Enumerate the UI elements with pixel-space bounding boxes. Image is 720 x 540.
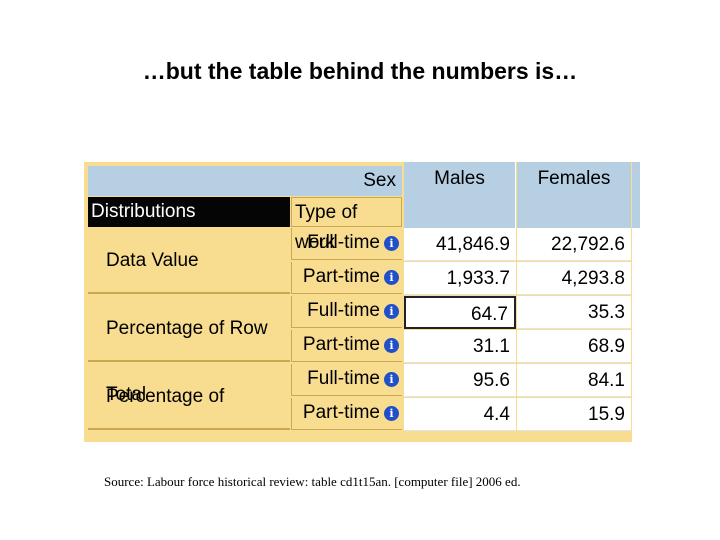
table-cell[interactable]: 22,792.6 xyxy=(517,228,631,261)
header-sex: Sex xyxy=(88,166,402,196)
info-icon[interactable]: i xyxy=(384,372,399,387)
table-cell[interactable]: 84.1 xyxy=(517,364,631,397)
row-type-label: Full-time i xyxy=(291,228,402,260)
table-cell-selected[interactable]: 64.7 xyxy=(404,296,516,329)
table-screenshot: Sex Distributions Type of work Males Fem… xyxy=(84,162,640,442)
info-icon[interactable]: i xyxy=(384,406,399,421)
column-header-females[interactable]: Females xyxy=(517,162,631,228)
info-icon[interactable]: i xyxy=(384,304,399,319)
row-type-label: Part-time i xyxy=(291,262,402,294)
info-icon[interactable]: i xyxy=(384,338,399,353)
source-citation: Source: Labour force historical review: … xyxy=(104,474,521,489)
table-cell[interactable]: 15.9 xyxy=(517,398,631,431)
table-cell[interactable]: 31.1 xyxy=(404,330,516,363)
table-cell[interactable]: 1,933.7 xyxy=(404,262,516,295)
slide-title: …but the table behind the numbers is… xyxy=(142,58,578,84)
info-icon[interactable]: i xyxy=(384,270,399,285)
row-type-label: Full-time i xyxy=(291,296,402,328)
column-header-males[interactable]: Males xyxy=(404,162,516,228)
header-distributions[interactable]: Distributions xyxy=(88,197,290,227)
row-type-label: Part-time i xyxy=(291,398,402,430)
table-cell[interactable]: 41,846.9 xyxy=(404,228,516,261)
group-label: Data Value xyxy=(88,228,290,294)
table-edge xyxy=(632,228,640,442)
table-cell[interactable]: 68.9 xyxy=(517,330,631,363)
group-label: Percentage of Column Total xyxy=(88,364,290,430)
table-cell[interactable]: 35.3 xyxy=(517,296,631,329)
table-cell[interactable]: 95.6 xyxy=(404,364,516,397)
row-type-label: Part-time i xyxy=(291,330,402,362)
group-label: Percentage of Row Total xyxy=(88,296,290,405)
header-edge xyxy=(632,162,640,228)
row-type-label: Full-time i xyxy=(291,364,402,396)
table-cell[interactable]: 4.4 xyxy=(404,398,516,431)
info-icon[interactable]: i xyxy=(384,236,399,251)
table-cell[interactable]: 4,293.8 xyxy=(517,262,631,295)
header-type-of-work[interactable]: Type of work xyxy=(291,197,402,253)
